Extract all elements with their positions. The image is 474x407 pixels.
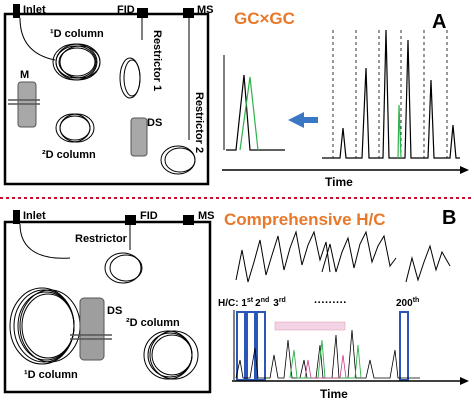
- inlet-line-top: [19, 17, 56, 61]
- panel-a-label: A: [432, 11, 446, 33]
- chromatogram-b: Time: [232, 310, 469, 401]
- cut-window-3: [256, 311, 266, 381]
- restrictor-2-coil: [160, 145, 196, 175]
- column-2d-label-bottom: ²D column: [126, 317, 180, 329]
- ms-port-top: [183, 8, 194, 18]
- hc-last-cut-label: 200th: [396, 297, 419, 309]
- gc-oven-box-top: [3, 12, 210, 186]
- ms-label-top: MS: [197, 4, 214, 16]
- restrictor-2-label: Restrictor 2: [193, 92, 205, 153]
- restrictor-1-coil: [119, 57, 141, 99]
- inlet-port-top: [13, 4, 20, 18]
- chromatogram-a: Time: [222, 29, 469, 189]
- column-2d-coil-bottom: [143, 330, 199, 380]
- ds-label-top: DS: [147, 117, 162, 129]
- modulator-label: M: [20, 69, 29, 81]
- cut-window-2: [246, 311, 256, 381]
- column-1d-coil-bottom: [9, 287, 81, 365]
- time-label-a: Time: [325, 175, 353, 189]
- modulation-arrow: [288, 112, 318, 128]
- fid-port-top: [137, 8, 148, 18]
- ds-block-top: [130, 117, 148, 157]
- 2d-peaks-black: [322, 29, 460, 159]
- time-label-b: Time: [320, 387, 348, 401]
- column-2d-label-top: ²D column: [42, 149, 96, 161]
- hc-title: Comprehensive H/C: [224, 210, 386, 229]
- 1d-peak-black: [226, 74, 285, 151]
- trace-black: [235, 329, 420, 379]
- panel-b-label: B: [442, 207, 456, 229]
- restrictor-coil-bottom: [104, 252, 143, 284]
- gcxgc-instrument: Inlet FID MS ¹D column M ²D column Restr…: [3, 4, 214, 186]
- heart-cut-traces: [235, 230, 451, 283]
- gcxgc-title: GC×GC: [234, 9, 295, 28]
- fid-label-bottom: FID: [140, 210, 158, 222]
- gc-oven-box-bottom: [3, 220, 212, 394]
- hc-cut-label: H/C: 1st 2nd 3rd: [218, 297, 286, 309]
- ds-label-bottom: DS: [107, 305, 122, 317]
- fid-label-top: FID: [117, 4, 135, 16]
- column-1d-label-top: ¹D column: [50, 28, 104, 40]
- trace-green: [289, 339, 362, 379]
- 2d-peaks-green: [397, 104, 402, 159]
- cut-window-1: [236, 311, 246, 381]
- column-1d-label-bottom: ¹D column: [24, 369, 78, 381]
- restrictor-1-label: Restrictor 1: [151, 30, 163, 91]
- column-2d-coil-top: [55, 113, 95, 143]
- ms-label-bottom: MS: [198, 210, 215, 222]
- inlet-label-top: Inlet: [23, 4, 46, 16]
- column-1d-coil-top: [52, 43, 101, 81]
- restrictor-label-bottom: Restrictor: [75, 233, 128, 245]
- cut-window-200: [399, 311, 409, 381]
- hc-ellipsis: ·········: [314, 297, 347, 309]
- trace-magenta: [304, 354, 347, 379]
- hc-instrument: Inlet FID MS Restrictor ¹D column DS ²D …: [3, 210, 215, 394]
- 1d-peak-green: [239, 76, 259, 151]
- ds-block-bottom: [79, 297, 105, 361]
- inlet-label-bottom: Inlet: [23, 210, 46, 222]
